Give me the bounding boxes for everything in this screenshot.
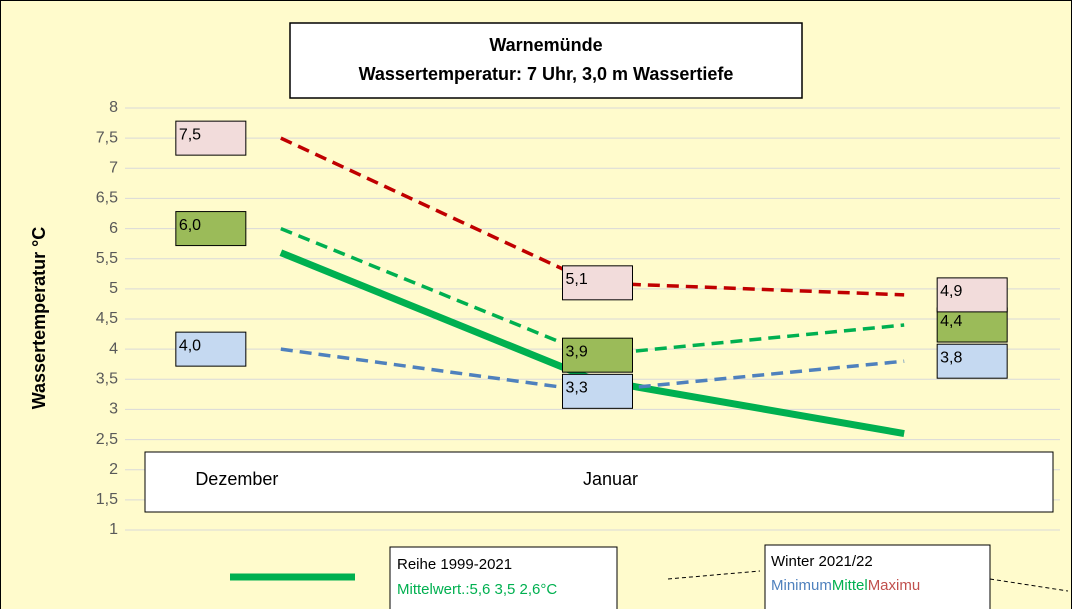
- y-axis-label: Wassertemperatur °C: [29, 227, 49, 410]
- legend-title: Winter 2021/22: [771, 553, 873, 570]
- title-box: [289, 22, 803, 99]
- y-tick-label: 3,5: [96, 371, 118, 388]
- data-label: 6,0: [179, 217, 201, 234]
- legend-entry: Reihe 1999-2021: [397, 556, 512, 573]
- legend-note: Mittelwert.:5,6 3,5 2,6°C: [397, 581, 557, 598]
- y-tick-label: 2,5: [96, 431, 118, 448]
- legend-box: [389, 546, 618, 609]
- legend-connector: [667, 570, 761, 580]
- y-tick-label: 6,5: [96, 190, 118, 207]
- data-label-box: [562, 373, 633, 409]
- y-tick-label: 1: [109, 521, 118, 538]
- y-tick-label: 5: [109, 280, 118, 297]
- data-label: 3,8: [940, 349, 962, 366]
- category-box: [144, 451, 1054, 513]
- data-label-box: [936, 307, 1008, 343]
- data-label: 4,0: [179, 337, 201, 354]
- y-tick-label: 2: [109, 461, 118, 478]
- data-label-box: [562, 265, 633, 301]
- data-label-box: [175, 211, 247, 247]
- legend-connector: [989, 578, 1069, 592]
- y-tick-label: 3: [109, 401, 118, 418]
- y-tick-label: 7,5: [96, 129, 118, 146]
- y-tick-label: 1,5: [96, 491, 118, 508]
- data-label-box: [936, 277, 1008, 313]
- legend-box: [764, 544, 991, 609]
- data-label: 7,5: [179, 126, 201, 143]
- chart-title: Warnemünde: [489, 35, 602, 55]
- legend-entry: Maximu: [868, 577, 921, 594]
- y-tick-label: 7: [109, 160, 118, 177]
- data-label: 5,1: [566, 271, 588, 288]
- data-label: 3,3: [566, 380, 588, 397]
- x-tick-label: Dezember: [195, 469, 278, 489]
- y-tick-label: 6: [109, 220, 118, 237]
- y-tick-label: 8: [109, 99, 118, 116]
- data-label-box: [175, 331, 247, 367]
- x-tick-label: Januar: [583, 469, 638, 489]
- y-tick-label: 5,5: [96, 250, 118, 267]
- chart-subtitle: Wassertemperatur: 7 Uhr, 3,0 m Wassertie…: [359, 64, 734, 84]
- data-label-box: [562, 337, 633, 373]
- data-label: 3,9: [566, 343, 588, 360]
- legend-entry: Minimum: [771, 577, 832, 594]
- legend-entry: Mittel: [832, 577, 868, 594]
- legend-entries: MinimumMittelMaximu: [771, 577, 920, 594]
- data-label-box: [175, 120, 247, 156]
- data-label: 4,9: [940, 283, 962, 300]
- data-label: 4,4: [940, 313, 962, 330]
- data-label-box: [936, 343, 1008, 379]
- y-tick-label: 4,5: [96, 310, 118, 327]
- y-tick-label: 4: [109, 340, 118, 357]
